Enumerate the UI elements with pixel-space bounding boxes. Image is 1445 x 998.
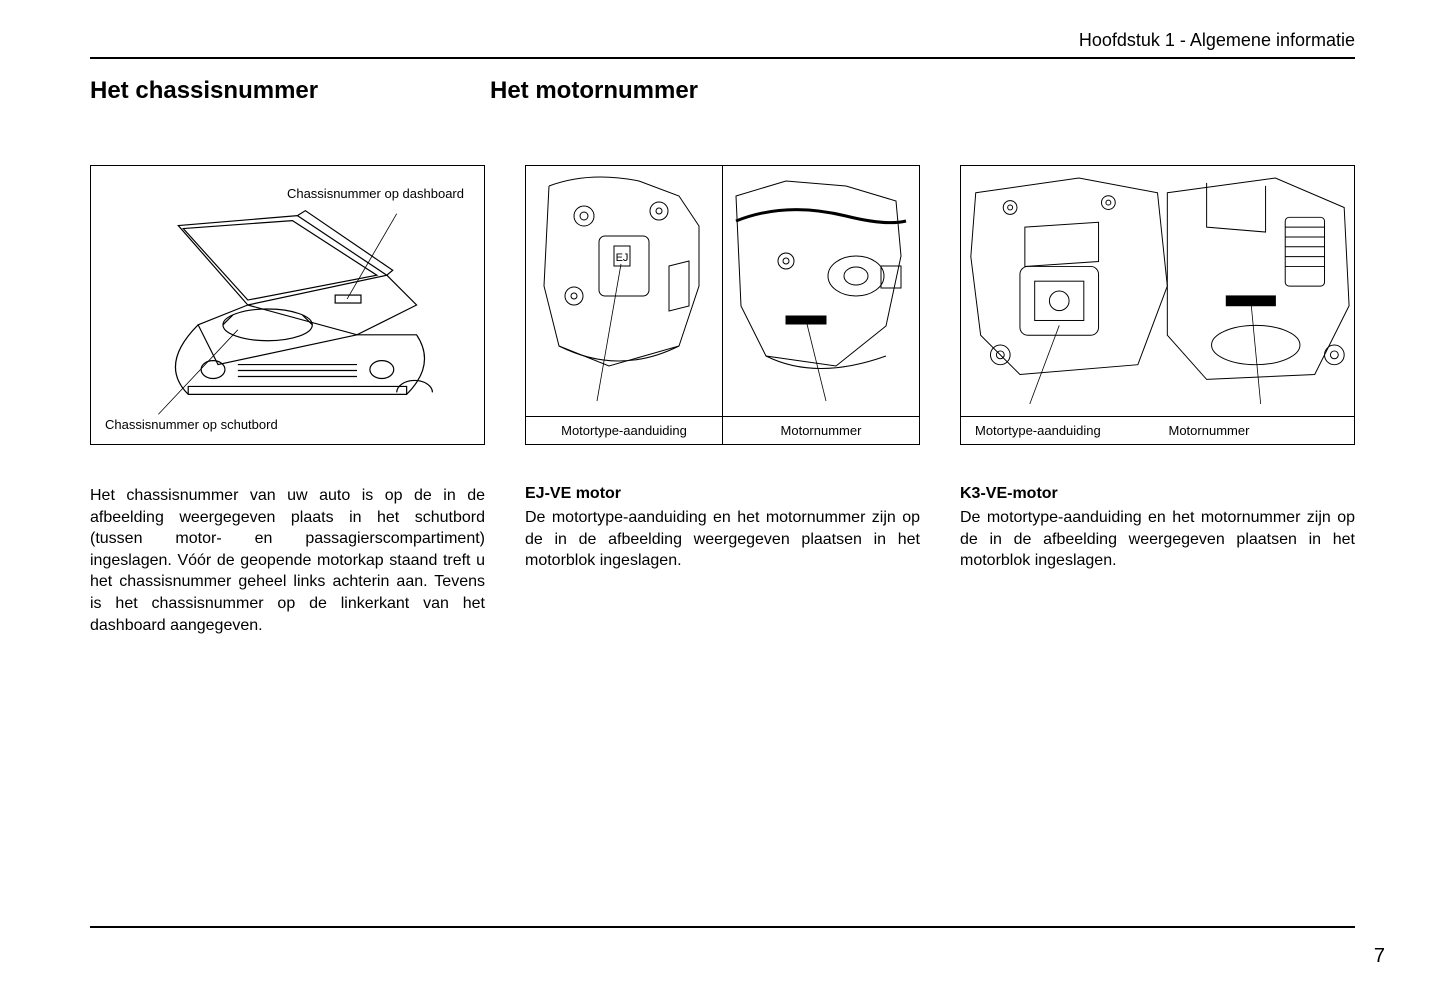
ejve-caption-right: Motornummer xyxy=(723,416,919,444)
col2-body-text: De motortype-aanduiding en het motornumm… xyxy=(525,507,920,572)
columns: Chassisnummer op dashboard xyxy=(90,165,1355,636)
k3ve-caption-left: Motortype-aanduiding xyxy=(961,417,1161,444)
figure-chassis: Chassisnummer op dashboard xyxy=(90,165,485,445)
figure-k3ve: Motortype-aanduiding Motornummer xyxy=(960,165,1355,445)
ejve-right-illustration xyxy=(723,166,919,416)
car-hood-illustration xyxy=(91,166,484,444)
page-container: Hoofdstuk 1 - Algemene informatie Het ch… xyxy=(0,0,1445,998)
page-number: 7 xyxy=(1374,945,1385,968)
heading-motor: Het motornummer xyxy=(490,77,698,105)
ejve-caption-left: Motortype-aanduiding xyxy=(526,416,722,444)
col3-body-text: De motortype-aanduiding en het motornumm… xyxy=(960,507,1355,572)
figure-label-schutbord: Chassisnummer op schutbord xyxy=(105,417,278,432)
col2-heading: EJ-VE motor xyxy=(525,485,920,503)
column-1: Chassisnummer op dashboard xyxy=(90,165,485,636)
figure-label-dashboard: Chassisnummer op dashboard xyxy=(287,186,464,201)
svg-text:EJ: EJ xyxy=(616,252,629,264)
column-3: Motortype-aanduiding Motornummer K3-VE-m… xyxy=(960,165,1355,636)
figure-ejve-right: Motornummer xyxy=(723,166,919,444)
figure-ejve: EJ Motortype-aanduiding xyxy=(525,165,920,445)
k3ve-illustration xyxy=(961,166,1354,416)
col1-body-text: Het chassisnummer van uw auto is op de i… xyxy=(90,485,485,636)
chapter-header: Hoofdstuk 1 - Algemene informatie xyxy=(90,30,1355,59)
column-2: EJ Motortype-aanduiding xyxy=(525,165,920,636)
k3ve-caption-right: Motornummer xyxy=(1161,417,1355,444)
figure-ejve-left: EJ Motortype-aanduiding xyxy=(526,166,723,444)
ejve-left-illustration: EJ xyxy=(526,166,722,416)
figure-k3ve-content: Motortype-aanduiding Motornummer xyxy=(961,166,1354,444)
heading-chassis: Het chassisnummer xyxy=(90,77,490,105)
headings-row: Het chassisnummer Het motornummer xyxy=(90,77,1355,105)
bottom-rule xyxy=(90,926,1355,928)
col3-heading: K3-VE-motor xyxy=(960,485,1355,503)
